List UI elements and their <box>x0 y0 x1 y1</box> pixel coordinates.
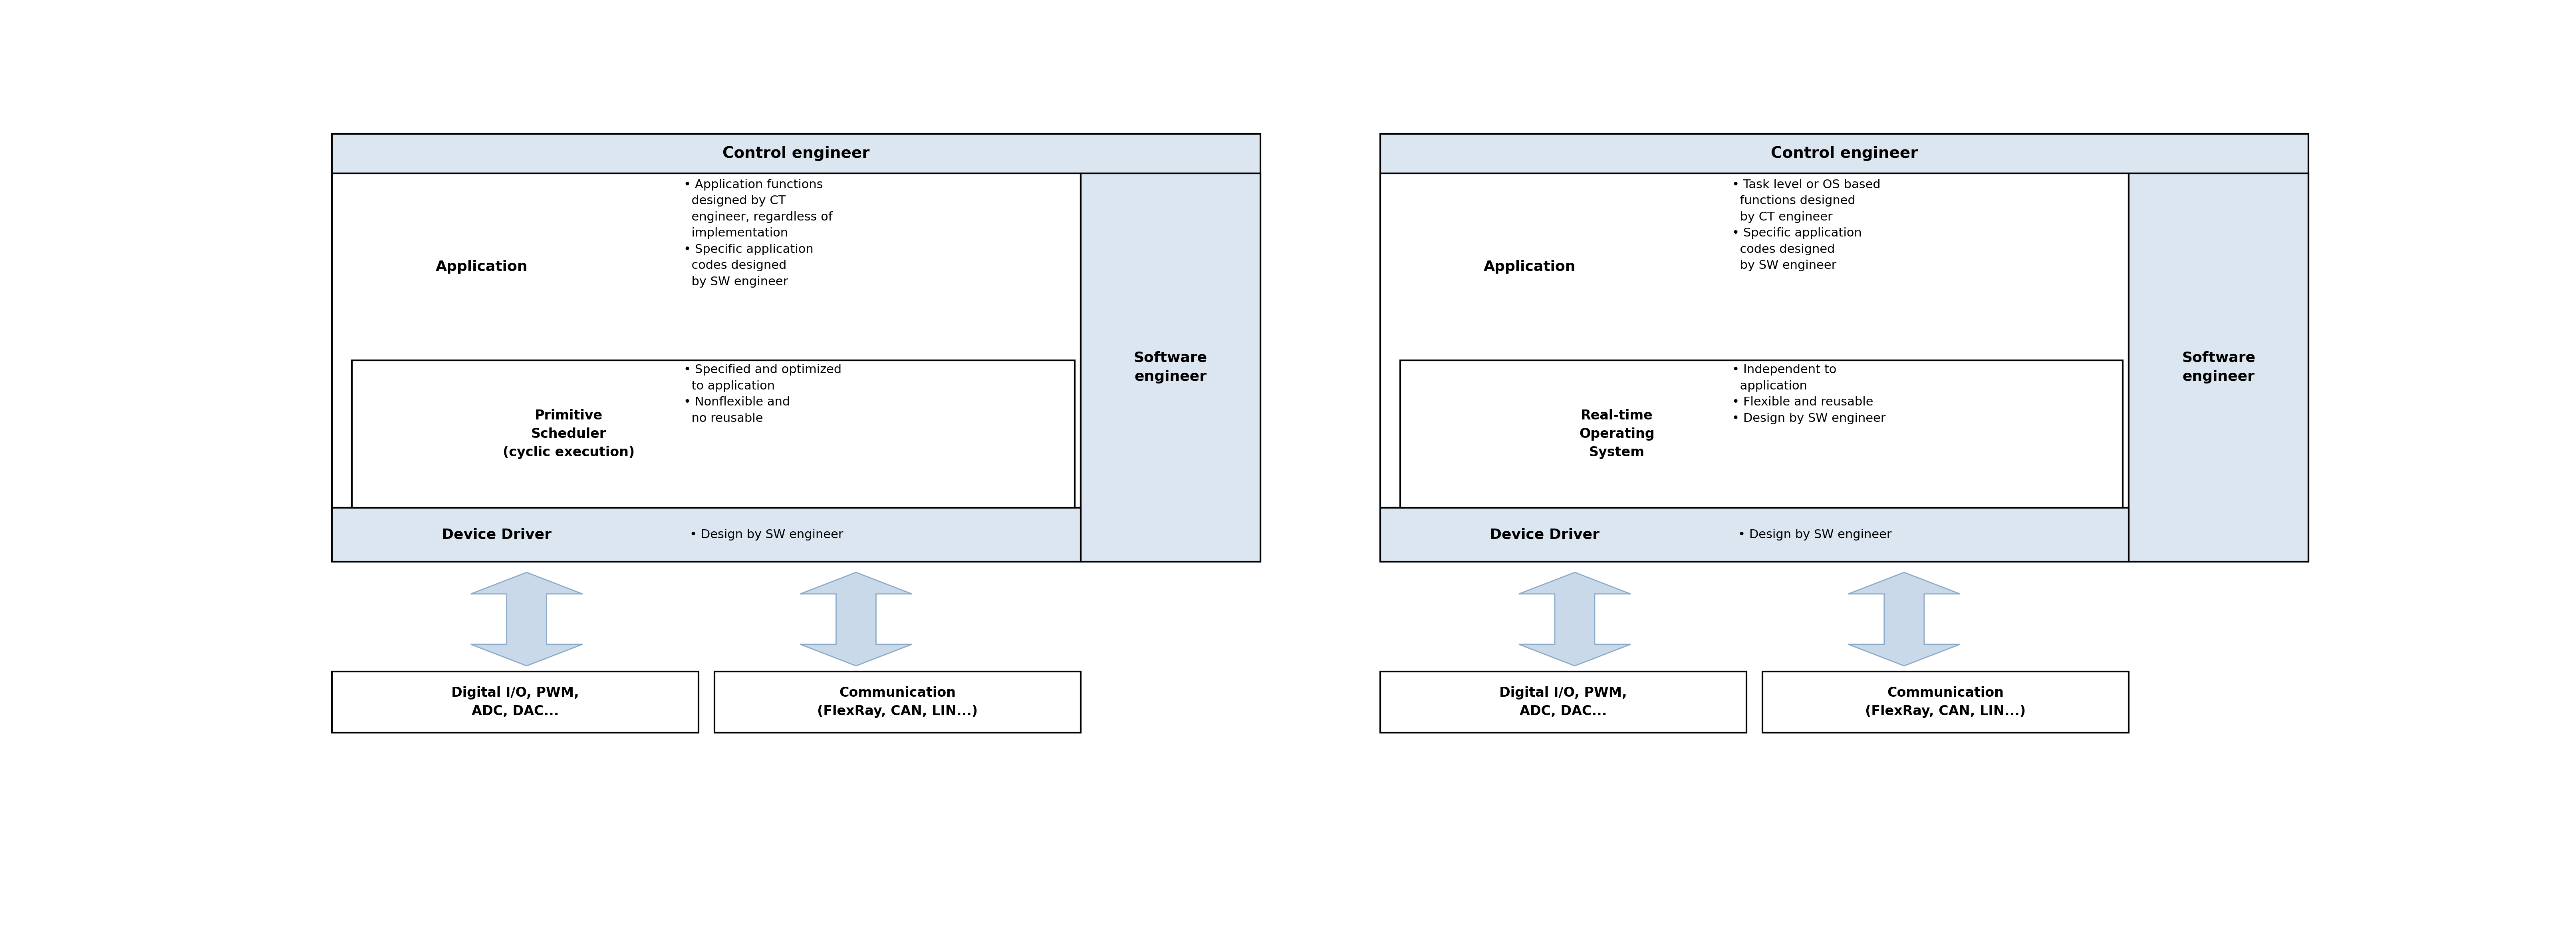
Text: Device Driver: Device Driver <box>440 528 551 542</box>
Text: Communication
(FlexRay, CAN, LIN...): Communication (FlexRay, CAN, LIN...) <box>817 686 979 718</box>
Bar <box>332 508 1082 561</box>
Text: • Application functions
  designed by CT
  engineer, regardless of
  implementat: • Application functions designed by CT e… <box>683 179 832 288</box>
Bar <box>1082 173 1260 561</box>
Text: Communication
(FlexRay, CAN, LIN...): Communication (FlexRay, CAN, LIN...) <box>1865 686 2025 718</box>
Bar <box>1762 672 2128 733</box>
Bar <box>1381 134 2308 173</box>
Text: • Task level or OS based
  functions designed
  by CT engineer
• Specific applic: • Task level or OS based functions desig… <box>1731 179 1880 272</box>
Text: Application: Application <box>1484 260 1577 274</box>
Bar <box>1381 173 2308 561</box>
Text: Control engineer: Control engineer <box>1770 146 1917 161</box>
Polygon shape <box>1847 573 1960 666</box>
Bar <box>332 173 1260 561</box>
Polygon shape <box>471 573 582 666</box>
Bar <box>1401 361 2123 508</box>
Text: Digital I/O, PWM,
ADC, DAC...: Digital I/O, PWM, ADC, DAC... <box>1499 686 1628 718</box>
Bar <box>1381 173 2128 508</box>
Text: • Independent to
  application
• Flexible and reusable
• Design by SW engineer: • Independent to application • Flexible … <box>1731 364 1886 424</box>
Text: Software
engineer: Software engineer <box>1133 351 1208 384</box>
Text: Control engineer: Control engineer <box>724 146 871 161</box>
Bar <box>1381 672 1747 733</box>
Polygon shape <box>1520 573 1631 666</box>
Bar <box>332 173 1082 508</box>
Text: • Design by SW engineer: • Design by SW engineer <box>690 529 842 541</box>
Text: Device Driver: Device Driver <box>1489 528 1600 542</box>
Text: • Design by SW engineer: • Design by SW engineer <box>1739 529 1891 541</box>
Bar <box>1381 508 2128 561</box>
Text: Application: Application <box>435 260 528 274</box>
Bar <box>353 361 1074 508</box>
Text: Software
engineer: Software engineer <box>2182 351 2257 384</box>
Bar <box>332 672 698 733</box>
Text: • Specified and optimized
  to application
• Nonflexible and
  no reusable: • Specified and optimized to application… <box>683 364 842 424</box>
Text: Real-time
Operating
System: Real-time Operating System <box>1579 409 1654 459</box>
Text: Digital I/O, PWM,
ADC, DAC...: Digital I/O, PWM, ADC, DAC... <box>451 686 580 718</box>
Bar <box>714 672 1082 733</box>
Polygon shape <box>801 573 912 666</box>
Bar <box>2128 173 2308 561</box>
Text: Primitive
Scheduler
(cyclic execution): Primitive Scheduler (cyclic execution) <box>502 409 634 459</box>
Bar <box>332 134 1260 173</box>
